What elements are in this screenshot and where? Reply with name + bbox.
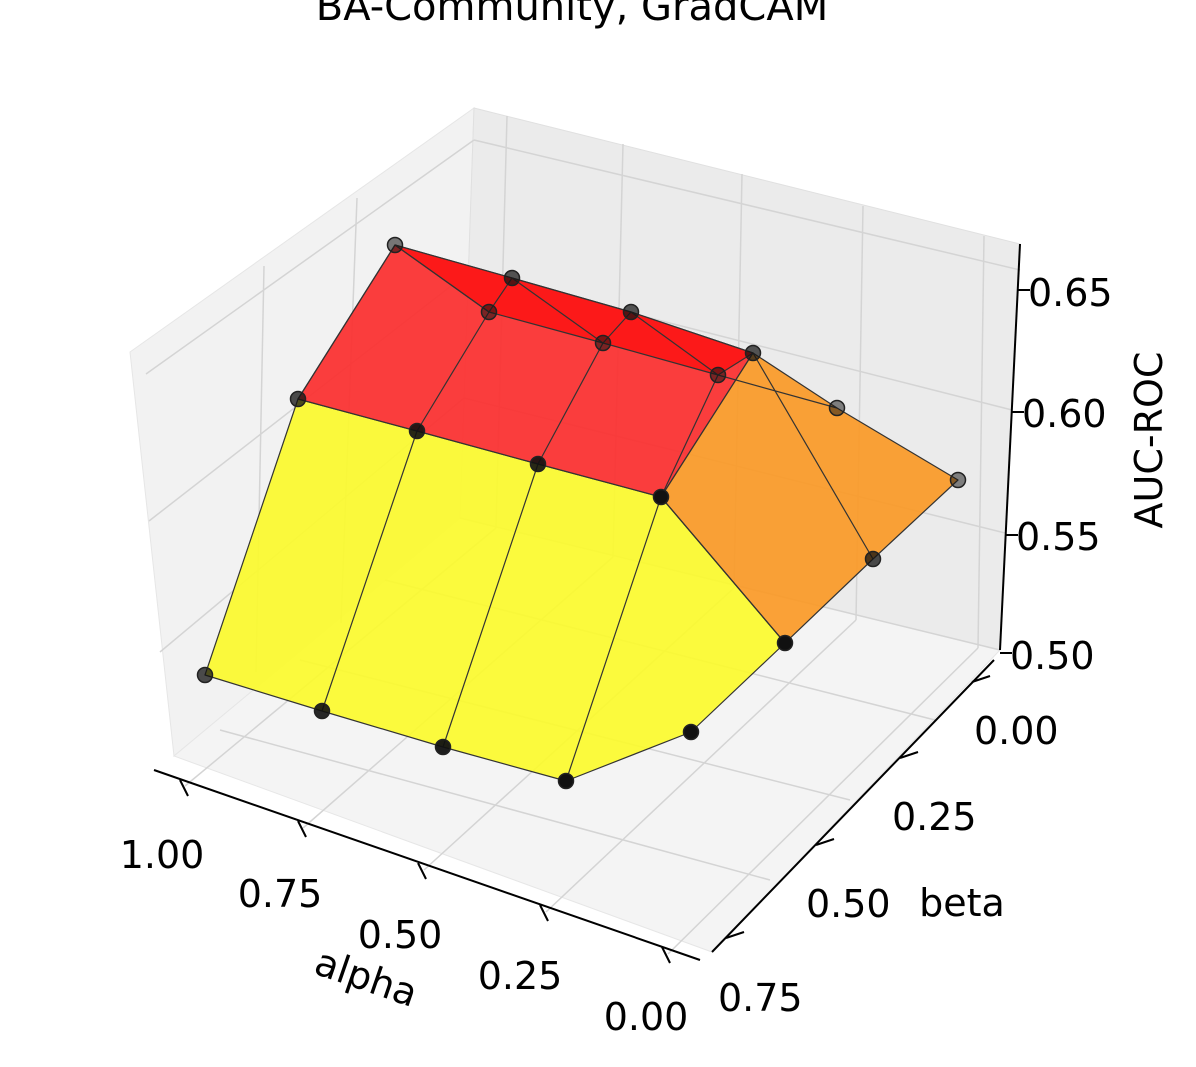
data-point	[594, 334, 612, 352]
data-point	[529, 455, 547, 473]
axes	[153, 243, 1030, 964]
x-axis-line	[153, 769, 701, 961]
z-tick-label: 0.50	[1010, 634, 1095, 678]
x-tick-label: 0.25	[478, 954, 563, 998]
x-tick-label: 0.50	[358, 913, 443, 957]
surface	[204, 244, 959, 782]
y-tick-label: 0.50	[806, 882, 891, 926]
data-point	[289, 390, 307, 408]
y-tick-labels: 0.00 0.25 0.50 0.75	[718, 709, 1059, 1020]
data-point	[480, 303, 498, 321]
mesh-line-4	[752, 352, 874, 560]
data-point	[386, 236, 404, 254]
x-tick	[661, 946, 671, 964]
z-tick-label: 0.65	[1028, 271, 1113, 315]
chart-title: BA-Community, GradCAM	[316, 0, 828, 30]
data-point	[434, 738, 452, 756]
x-tick-label: 0.75	[238, 872, 323, 916]
data-point	[709, 366, 727, 384]
x-tick	[417, 862, 427, 880]
y-tick	[725, 931, 745, 939]
data-point	[196, 666, 214, 684]
mesh-line-6	[394, 244, 490, 313]
data-point	[776, 634, 794, 652]
y-axis-label: beta	[919, 881, 1005, 925]
mesh-line-7	[717, 374, 838, 409]
data-point	[313, 702, 331, 720]
data-point	[828, 399, 846, 417]
y-tick-label: 0.75	[718, 976, 803, 1020]
x-tick-label: 0.00	[604, 995, 689, 1039]
x-tick-labels: 1.00 0.75 0.50 0.25 0.00	[120, 833, 689, 1039]
mesh-line-8	[660, 496, 786, 644]
y-tick	[899, 751, 919, 759]
z-tick-label: 0.60	[1022, 392, 1107, 436]
data-point	[949, 471, 967, 489]
y-tick	[971, 675, 991, 683]
z-tick-labels: 0.65 0.60 0.55 0.50	[1010, 271, 1113, 678]
x-tick-label: 1.00	[120, 833, 205, 877]
x-tick	[179, 779, 189, 797]
data-point	[408, 422, 426, 440]
x-tick	[297, 820, 307, 838]
y-tick	[815, 838, 835, 846]
ridge-line	[297, 244, 396, 400]
y-tick-label: 0.25	[892, 795, 977, 839]
y-axis-line	[711, 659, 995, 953]
data-point	[503, 269, 521, 287]
data-point	[652, 488, 670, 506]
data-point	[622, 303, 640, 321]
x-tick	[539, 904, 549, 922]
z-tick-label: 0.55	[1016, 515, 1101, 559]
red-ridge-facet	[394, 244, 754, 376]
markers	[196, 236, 967, 790]
z-axis-line	[999, 243, 1021, 651]
data-point	[864, 550, 882, 568]
data-point	[682, 723, 700, 741]
data-point	[557, 772, 575, 790]
data-point	[744, 344, 762, 362]
z-axis-label: AUC-ROC	[1127, 352, 1171, 529]
y-tick-label: 0.00	[974, 709, 1059, 753]
